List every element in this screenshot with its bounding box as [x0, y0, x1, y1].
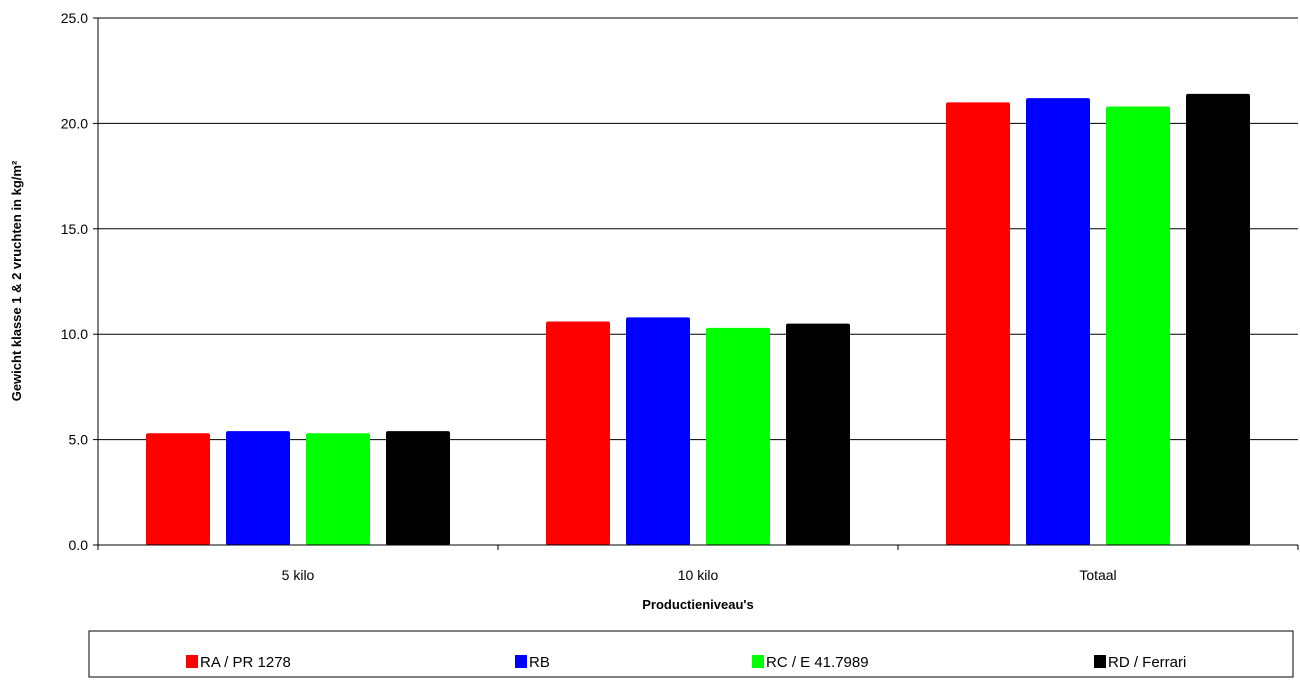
bars — [146, 93, 1250, 545]
legend-swatch — [1094, 655, 1106, 668]
legend-swatch — [186, 655, 198, 668]
y-tick-label: 20.0 — [61, 115, 88, 131]
legend-label: RB — [529, 654, 550, 671]
x-tick-label: Totaal — [1079, 567, 1116, 583]
x-ticks: 5 kilo 10 kilo Totaal — [97, 545, 1299, 583]
bar — [1026, 98, 1090, 545]
legend-label: RA / PR 1278 — [200, 654, 291, 671]
bar — [386, 431, 450, 545]
legend-label: RC / E 41.7989 — [766, 654, 869, 671]
x-axis-title: Productieniveau's — [642, 597, 753, 612]
gridlines — [98, 17, 1298, 441]
x-tick-label: 5 kilo — [282, 567, 315, 583]
legend: RA / PR 1278 RB RC / E 41.7989 RD / Ferrari — [186, 654, 1186, 671]
bar — [1106, 106, 1170, 545]
y-ticks: 0.0 5.0 10.0 15.0 20.0 25.0 — [61, 10, 98, 553]
legend-swatch — [752, 655, 764, 668]
bar — [706, 327, 770, 545]
bar — [546, 321, 610, 545]
legend-label: RD / Ferrari — [1108, 654, 1186, 671]
bar — [786, 323, 850, 545]
legend-swatch — [515, 655, 527, 668]
y-tick-label: 15.0 — [61, 221, 88, 237]
y-axis-title: Gewicht klasse 1 & 2 vruchten in kg/m² — [9, 160, 24, 401]
y-tick-label: 0.0 — [69, 537, 89, 553]
y-tick-label: 5.0 — [69, 432, 89, 448]
bar — [946, 102, 1010, 545]
legend-box — [88, 630, 1294, 678]
bar — [626, 317, 690, 545]
bar — [306, 433, 370, 545]
y-tick-label: 10.0 — [61, 326, 88, 342]
bar — [1186, 93, 1250, 545]
bar — [146, 433, 210, 545]
bar — [226, 431, 290, 545]
x-tick-label: 10 kilo — [678, 567, 719, 583]
y-tick-label: 25.0 — [61, 10, 88, 26]
